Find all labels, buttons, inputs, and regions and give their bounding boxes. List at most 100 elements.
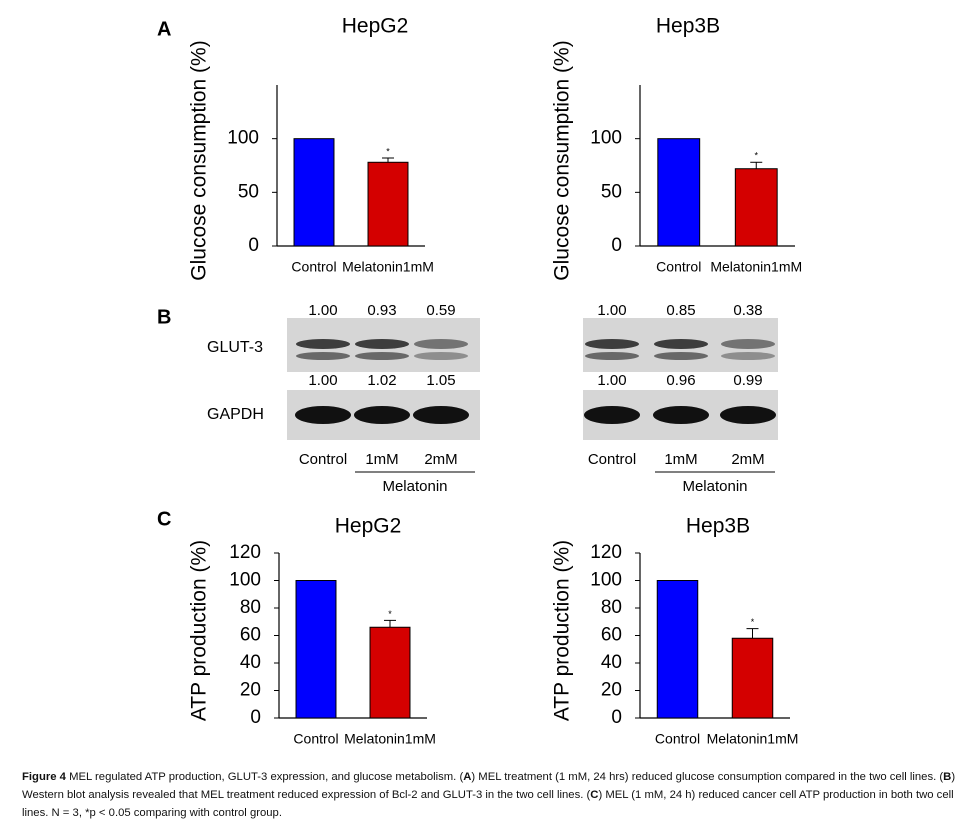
lane-label: 2mM [424,451,457,468]
y-tick-label: 40 [601,652,622,673]
blot-band [721,352,775,360]
caption-text: ) MEL (1 mM, 24 h) reduced cancer cell A… [22,789,954,819]
blot-value: 1.00 [597,302,626,319]
x-tick-label: Control [291,259,336,275]
blot-band [354,406,410,424]
annotation: * [754,151,758,161]
bar [367,161,409,247]
blot-band [585,352,639,360]
blot-band [585,339,639,349]
chart-title: Hep3B [656,15,720,38]
blot-band [355,339,409,349]
caption-text: MEL regulated ATP production, GLUT-3 exp… [65,771,464,783]
bar [295,580,337,719]
blot-band [296,352,350,360]
y-tick-label: 120 [590,542,622,563]
y-tick-label: 0 [250,707,261,728]
lane-label: 1mM [664,451,697,468]
y-tick-label: 0 [611,707,622,728]
chart-title: HepG2 [342,15,409,38]
blot-band [654,339,708,349]
blot-band [355,352,409,360]
y-axis-label: Glucose consumption (%) [551,40,574,280]
y-tick-label: 80 [601,597,622,618]
blot-band [414,352,468,360]
caption-text: C [590,789,599,801]
y-tick-label: 80 [240,597,261,618]
blot-value: 0.93 [367,302,396,319]
blot-value: 0.99 [733,372,762,389]
caption-text: ) MEL treatment (1 mM, 24 hrs) reduced g… [471,771,944,783]
caption-text: A [463,771,472,783]
blot-band [413,406,469,424]
chart-title: HepG2 [335,515,402,538]
y-tick-label: 100 [590,128,622,149]
y-tick-label: 50 [601,181,622,202]
annotation: * [751,617,755,627]
blot-row-label: GAPDH [207,406,264,423]
blot-value: 0.59 [426,302,455,319]
lane-label: 1mM [365,451,398,468]
bar [656,580,699,719]
annotation: * [388,609,392,619]
x-tick-label: Control [293,731,338,747]
bar [293,138,335,247]
y-tick-label: 120 [229,542,261,563]
blot-value: 1.00 [308,372,337,389]
lane-label: Control [588,451,636,468]
x-tick-label: Melatonin1mM [707,731,799,747]
blot-row-label: GLUT-3 [207,339,263,356]
blot-value: 1.00 [597,372,626,389]
blot-band [721,339,775,349]
caption-text: ) Western blot analysis revealed that ME… [22,771,956,801]
x-tick-label: Control [655,731,700,747]
y-tick-label: 0 [611,235,622,256]
blot-value: 0.85 [666,302,695,319]
blot-band [295,406,351,424]
blot-value: 1.00 [308,302,337,319]
annotation: * [386,146,390,156]
x-tick-label: Melatonin1mM [342,259,434,275]
x-tick-label: Melatonin1mM [344,731,436,747]
chart-title: Hep3B [686,515,750,538]
blot-band [584,406,640,424]
y-axis-label: ATP production (%) [188,540,211,721]
y-tick-label: 50 [238,181,259,202]
blot-value: 1.05 [426,372,455,389]
blot-band [653,406,709,424]
figure-svg: A B C GLUT-3 GAPDH HepG2 Glucose consumpt… [157,15,802,747]
lane-label: Control [299,451,347,468]
y-axis-label: ATP production (%) [551,540,574,721]
y-tick-label: 40 [240,652,261,673]
x-tick-label: Melatonin1mM [710,259,802,275]
blot-value: 0.38 [733,302,762,319]
blot-value: 1.02 [367,372,396,389]
caption-text: B [943,771,952,783]
blot-band [720,406,776,424]
panel-label: A [157,18,171,40]
bar [369,626,411,719]
bar [731,637,774,719]
y-tick-label: 60 [601,625,622,646]
y-axis-label: Glucose consumption (%) [188,40,211,280]
group-label: Melatonin [382,478,447,495]
y-tick-label: 20 [240,680,261,701]
caption-label: Figure 4 [22,771,66,783]
panel-label: B [157,306,171,328]
blot-value: 0.96 [666,372,695,389]
panel-label: C [157,508,171,530]
lane-label: 2mM [731,451,764,468]
y-tick-label: 100 [590,570,622,591]
bar [734,168,778,247]
blot-band [654,352,708,360]
blot-band [296,339,350,349]
x-tick-label: Control [656,259,701,275]
y-tick-label: 20 [601,680,622,701]
y-tick-label: 0 [248,235,259,256]
y-tick-label: 60 [240,625,261,646]
bar [657,138,701,247]
blot-band [414,339,468,349]
caption: Figure 4 MEL regulated ATP production, G… [22,768,957,822]
y-tick-label: 100 [229,570,261,591]
